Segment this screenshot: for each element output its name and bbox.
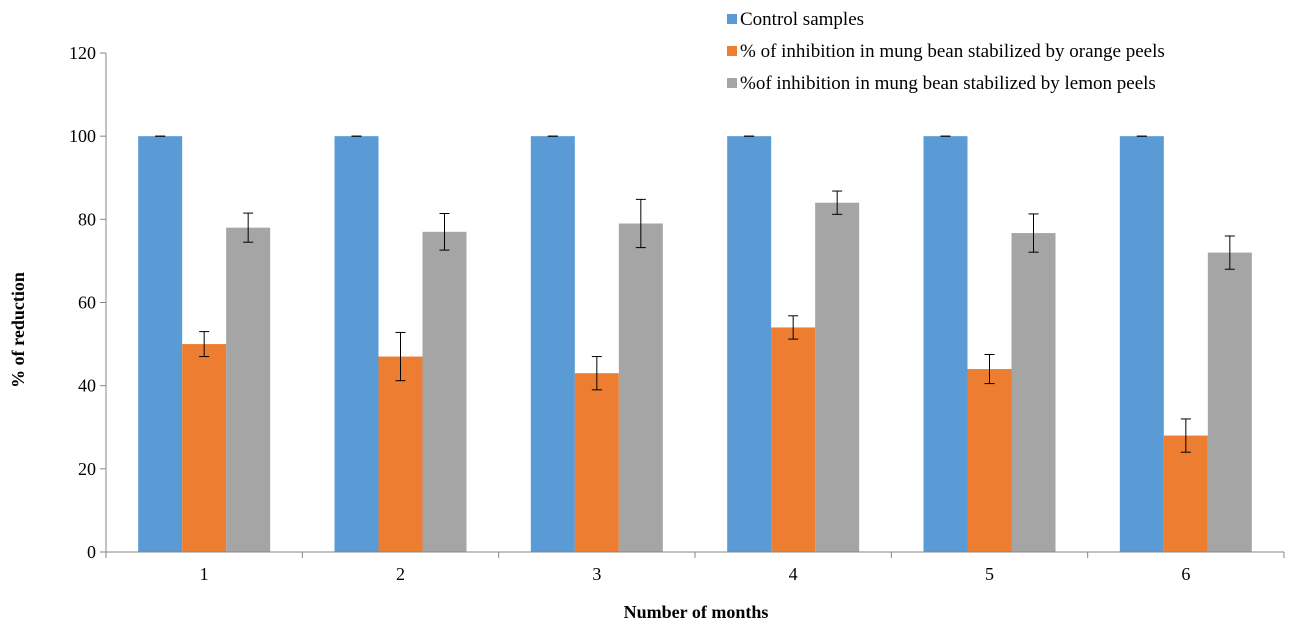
legend: Control samples % of inhibition in mung b…: [727, 9, 1165, 94]
x-tick-label: 5: [985, 564, 994, 584]
bar: [138, 136, 183, 552]
x-axis-ticks: 1 2 3 4 5 6: [105, 552, 1285, 584]
bar: [1011, 233, 1056, 552]
bar: [226, 227, 271, 552]
x-tick-label: 6: [1181, 564, 1190, 584]
bar: [618, 223, 663, 552]
y-tick-label: 0: [87, 542, 96, 562]
error-bars: [155, 135, 1235, 453]
y-tick-label: 100: [69, 126, 96, 146]
y-tick-label: 20: [78, 459, 96, 479]
y-tick-label: 60: [78, 293, 96, 313]
legend-swatch: [727, 46, 737, 56]
bar: [182, 344, 227, 552]
bar: [1207, 252, 1252, 552]
bar: [815, 202, 860, 552]
bar: [967, 369, 1012, 552]
y-axis-ticks: 0 20 40 60 80 100 120: [69, 43, 106, 562]
y-tick-label: 40: [78, 376, 96, 396]
y-tick-label: 80: [78, 209, 96, 229]
axes: [105, 53, 1284, 553]
x-tick-label: 1: [200, 564, 209, 584]
x-tick-label: 2: [396, 564, 405, 584]
x-tick-label: 3: [592, 564, 601, 584]
bar: [530, 136, 575, 552]
x-axis-title: Number of months: [624, 602, 769, 622]
bar: [574, 373, 619, 552]
legend-label: Control samples: [740, 9, 864, 30]
bar: [771, 327, 816, 552]
y-axis-title: % of reduction: [8, 272, 28, 388]
bars: [138, 136, 1252, 552]
bar: [1119, 136, 1164, 552]
legend-swatch: [727, 78, 737, 88]
bar: [727, 136, 772, 552]
y-tick-label: 120: [69, 43, 96, 63]
bar: [923, 136, 968, 552]
legend-swatch: [727, 14, 737, 24]
legend-label: % of inhibition in mung bean stabilized …: [740, 41, 1165, 62]
bar: [1163, 435, 1208, 552]
legend-label: %of inhibition in mung bean stabilized b…: [740, 73, 1156, 94]
bar: [422, 231, 467, 552]
bar: [334, 136, 379, 552]
x-tick-label: 4: [789, 564, 798, 584]
bar: [378, 356, 423, 552]
